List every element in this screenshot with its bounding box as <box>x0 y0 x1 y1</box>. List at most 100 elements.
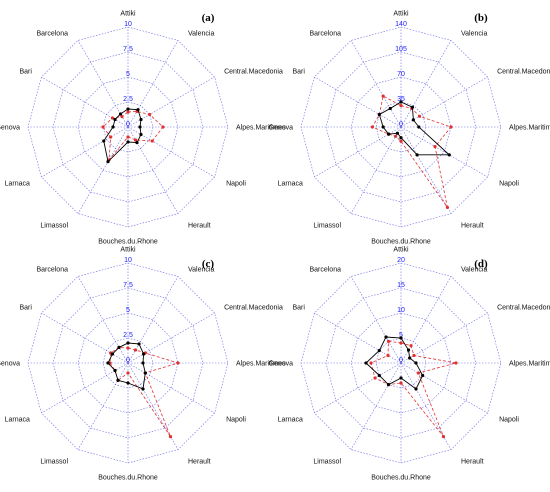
grid-ring <box>52 287 204 439</box>
data-point <box>370 125 375 129</box>
data-point <box>414 387 418 391</box>
tick-label: 7.5 <box>123 46 133 53</box>
tick-label: 35 <box>397 96 405 103</box>
tick-label: 2.5 <box>123 332 133 339</box>
axis-label: Attiki <box>120 11 136 18</box>
data-point <box>111 125 115 129</box>
data-point <box>106 361 110 365</box>
axis-label: Larnaca <box>278 417 303 424</box>
data-point <box>409 344 413 348</box>
data-point <box>126 346 130 350</box>
axis-label: Central.Macedonia <box>497 305 550 312</box>
grid-ring <box>77 312 179 414</box>
data-point <box>388 106 392 111</box>
data-point <box>141 387 145 391</box>
axis-label: Larnaca <box>5 181 30 188</box>
grid-spoke <box>400 40 452 128</box>
data-point <box>386 339 391 343</box>
data-point <box>416 371 420 375</box>
data-point <box>126 107 130 111</box>
axis-label: Bari <box>292 69 305 76</box>
axis-label: Bari <box>19 69 32 76</box>
data-point <box>395 131 400 135</box>
data-point <box>399 381 403 385</box>
data-point <box>377 348 381 353</box>
axis-label: Limassol <box>313 459 341 466</box>
axis-label: Valencia <box>461 30 487 37</box>
data-point <box>364 361 368 365</box>
data-point <box>126 135 130 139</box>
panel-label: (c) <box>202 258 215 270</box>
data-point <box>399 103 403 108</box>
grid-ring <box>350 76 452 178</box>
grid-spoke <box>77 276 129 364</box>
axis-label: Bari <box>19 305 32 312</box>
series-line <box>109 347 180 437</box>
data-point <box>110 352 115 356</box>
axis-label: Genova <box>0 125 20 132</box>
data-point <box>110 116 115 120</box>
data-point <box>373 376 377 380</box>
tick-label: 10 <box>397 307 405 314</box>
data-point <box>176 361 180 365</box>
axis-label: Bouches.du.Rhone <box>371 239 431 246</box>
axis-label: Valencia <box>188 266 214 273</box>
data-point <box>113 117 117 122</box>
grid-spoke <box>350 40 402 128</box>
axis-label: Central.Macedonia <box>497 69 550 76</box>
data-point <box>139 132 143 137</box>
data-point <box>447 153 451 157</box>
data-point <box>449 125 453 129</box>
data-point <box>113 368 117 373</box>
tick-label: 5 <box>399 332 403 339</box>
tick-label: 0 <box>399 357 403 364</box>
data-point <box>139 117 143 122</box>
axis-label: Genova <box>268 361 293 368</box>
axis-label: Barcelona <box>309 266 341 273</box>
data-point <box>126 381 130 385</box>
data-point <box>101 125 105 129</box>
axis-label: Valencia <box>188 30 214 37</box>
tick-label: 10 <box>124 257 132 264</box>
axis-label: Barcelona <box>309 30 341 37</box>
axis-label: Napoli <box>226 417 246 424</box>
data-point <box>377 373 381 378</box>
axis-label: Barcelona <box>36 266 68 273</box>
axis-label: Central.Macedonia <box>224 305 283 312</box>
data-point <box>399 100 403 104</box>
grid-ring <box>325 51 477 203</box>
data-point <box>135 140 139 145</box>
data-point <box>117 345 121 350</box>
data-point <box>417 114 422 118</box>
axis-label: Limassol <box>313 223 341 230</box>
data-point <box>106 160 110 164</box>
data-point <box>141 361 145 365</box>
radar-panel-3: 0 2.5 5 7.5 10 Attiki Valencia Central.Macedoni… <box>0 247 286 482</box>
data-point <box>161 125 165 129</box>
axis-label: Limassol <box>40 223 68 230</box>
axis-label: Herault <box>188 459 211 466</box>
axis-label: Napoli <box>499 417 519 424</box>
tick-label: 20 <box>397 257 405 264</box>
axis-label: Alpes.Maritimes <box>236 125 286 132</box>
axis-label: Genova <box>0 361 20 368</box>
data-point <box>116 378 120 382</box>
tick-label: 5 <box>126 71 130 78</box>
data-point <box>126 140 130 144</box>
data-point <box>109 135 113 139</box>
axis-label: Valencia <box>461 266 487 273</box>
data-point <box>406 348 411 352</box>
grid-ring <box>350 312 452 414</box>
data-point <box>399 376 403 380</box>
axis-label: Napoli <box>226 181 246 188</box>
axis-label: Attiki <box>393 11 409 18</box>
grid-spoke <box>127 40 179 128</box>
data-point <box>433 145 437 149</box>
data-point <box>394 134 398 138</box>
tick-label: 2.5 <box>123 96 133 103</box>
data-point <box>148 112 152 117</box>
series-line <box>107 342 146 390</box>
data-point <box>386 383 391 387</box>
